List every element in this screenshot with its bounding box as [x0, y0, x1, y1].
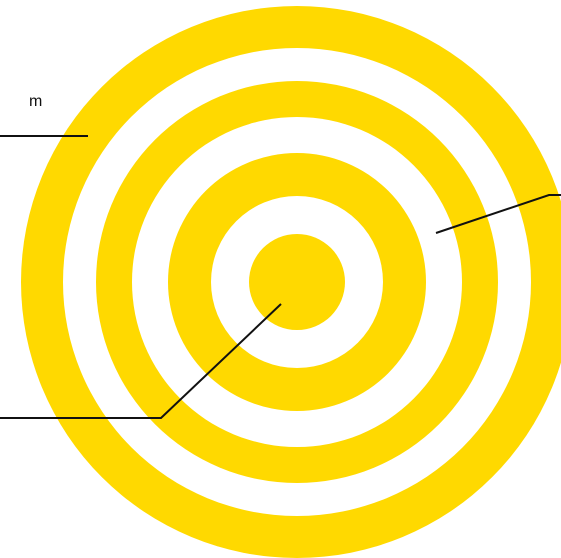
- callout-outer-ring: m: [0, 93, 88, 137]
- leader-line-center: [0, 303, 282, 419]
- callout-middle-ring: [435, 194, 561, 234]
- concentric-rings: [21, 6, 561, 558]
- callout-center: [0, 303, 282, 419]
- leader-line-middle-ring: [435, 194, 561, 234]
- center-dot: [249, 234, 345, 330]
- callout-label-outer-ring: m: [29, 93, 42, 110]
